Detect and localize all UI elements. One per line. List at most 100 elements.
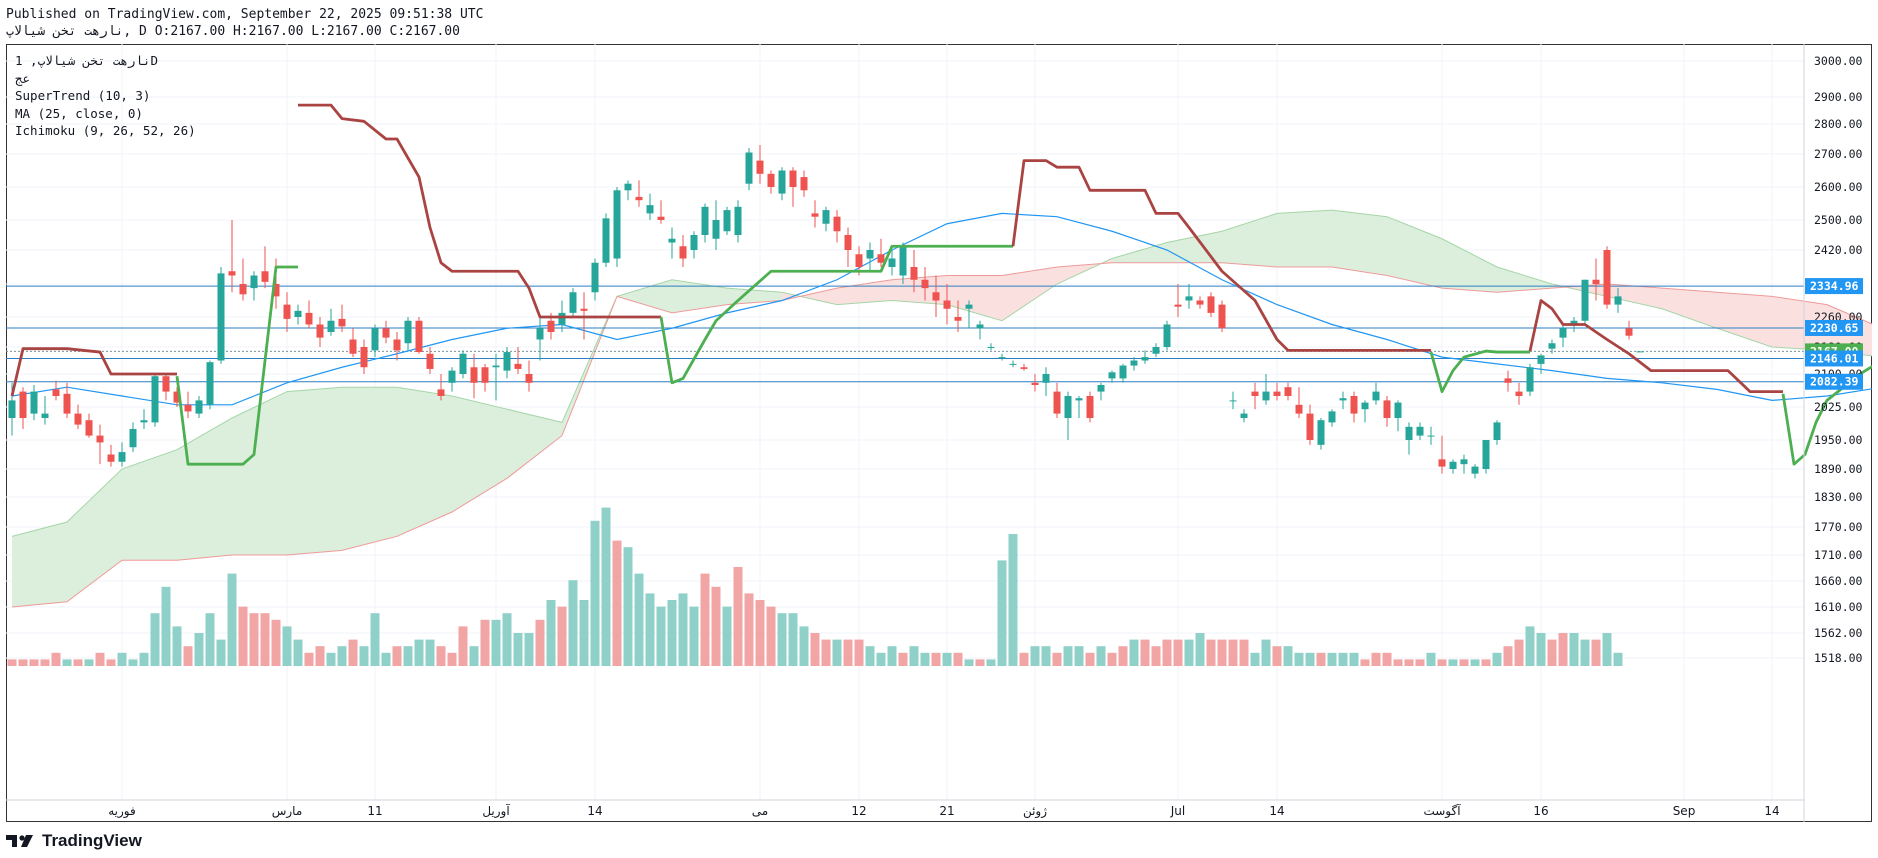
candle bbox=[349, 328, 357, 358]
volume-bar bbox=[1052, 652, 1062, 666]
price-level-tag bbox=[1805, 373, 1863, 390]
volume-bar bbox=[722, 606, 732, 666]
price-tick-label: 2600.00 bbox=[1814, 180, 1863, 194]
price-tick-label: 1610.00 bbox=[1814, 600, 1863, 614]
candle-body bbox=[536, 328, 544, 340]
legend-ichimoku[interactable]: Ichimoku (9, 26, 52, 26) bbox=[15, 123, 196, 138]
candle-body bbox=[492, 365, 500, 368]
volume-bar bbox=[766, 606, 776, 666]
candle-body bbox=[1471, 466, 1479, 474]
candle-body bbox=[448, 370, 456, 383]
candle bbox=[756, 145, 764, 184]
candle bbox=[1295, 387, 1303, 418]
candle bbox=[1174, 284, 1182, 317]
candle-body bbox=[1108, 372, 1116, 379]
cloud-segment bbox=[1387, 216, 1442, 289]
candle bbox=[448, 367, 456, 392]
volume-bar bbox=[1569, 633, 1579, 666]
candle bbox=[283, 292, 291, 332]
candle bbox=[1636, 351, 1644, 353]
candle bbox=[437, 374, 445, 401]
candle-body bbox=[1174, 304, 1182, 307]
candle bbox=[877, 238, 885, 267]
candle bbox=[1064, 391, 1072, 440]
volume-bar bbox=[40, 659, 50, 666]
supertrend bbox=[10, 103, 1872, 466]
volume-bar bbox=[359, 646, 369, 666]
price-level-text: 2082.39 bbox=[1810, 375, 1859, 389]
candle bbox=[1328, 409, 1336, 427]
candle bbox=[943, 284, 951, 325]
candle bbox=[1262, 374, 1270, 405]
volume-bar bbox=[568, 580, 578, 666]
volume-bar bbox=[1008, 534, 1018, 666]
candle bbox=[250, 271, 258, 301]
candle bbox=[1273, 382, 1281, 401]
candle-body bbox=[503, 352, 511, 371]
volume-bar bbox=[1525, 626, 1535, 666]
legend-symbol[interactable]: نارهت تخن شیالاپ, 1D bbox=[15, 53, 158, 68]
candle bbox=[1614, 288, 1622, 313]
price-level-label: 2082.39 bbox=[1805, 373, 1863, 390]
candle-body bbox=[327, 320, 335, 332]
legend-ma[interactable]: MA (25, close, 0) bbox=[15, 105, 143, 121]
volume-bar bbox=[161, 586, 171, 666]
candle-body bbox=[855, 254, 863, 267]
candle-body bbox=[349, 339, 357, 354]
volume-bar bbox=[700, 573, 710, 666]
volume-bar bbox=[799, 626, 809, 666]
ichimoku-span-b bbox=[11, 262, 1872, 608]
candle-body bbox=[1548, 343, 1556, 349]
volume-bars bbox=[7, 507, 1623, 666]
candle bbox=[129, 422, 137, 453]
volume-bar bbox=[777, 613, 787, 666]
time-tick-label: آگوست bbox=[1423, 803, 1461, 819]
candle-body bbox=[1372, 391, 1380, 401]
volume-bar bbox=[1294, 652, 1304, 666]
candle bbox=[1603, 246, 1611, 309]
candle bbox=[1592, 258, 1600, 301]
time-tick-label: 12 bbox=[851, 804, 866, 818]
candle-body bbox=[140, 420, 148, 423]
price-chart[interactable]: 3000.00 2900.00 2800.00 2700.00 2600.00 2500.… bbox=[6, 44, 1872, 822]
candle-body bbox=[1130, 360, 1138, 366]
volume-bar bbox=[931, 652, 941, 666]
cloud-segment bbox=[1002, 267, 1057, 321]
time-tick-label: فوریه bbox=[108, 804, 136, 819]
candle-body bbox=[580, 308, 588, 311]
candle-body bbox=[1119, 365, 1127, 379]
candle-body bbox=[745, 152, 753, 184]
candle bbox=[338, 304, 346, 332]
price-level-text: 2146.01 bbox=[1810, 351, 1859, 365]
candle-body bbox=[151, 376, 159, 423]
volume-bar bbox=[1162, 639, 1172, 666]
candle bbox=[888, 250, 896, 276]
time-tick-label: آوریل bbox=[482, 803, 510, 819]
candle bbox=[1097, 382, 1105, 401]
supertrend-down-line bbox=[1528, 299, 1783, 394]
volume-bar bbox=[887, 646, 897, 666]
tradingview-brand[interactable]: TradingView bbox=[6, 829, 142, 853]
time-tick-label: 14 bbox=[587, 804, 602, 818]
candles bbox=[8, 145, 1644, 479]
candle bbox=[1306, 404, 1314, 445]
volume-bar bbox=[1349, 652, 1359, 666]
volume-bar bbox=[7, 659, 17, 666]
candle-body bbox=[437, 389, 445, 396]
candle bbox=[613, 187, 621, 267]
candle-body bbox=[1603, 250, 1611, 305]
candle bbox=[1240, 409, 1248, 423]
candle bbox=[1075, 396, 1083, 418]
supertrend-down-line bbox=[10, 347, 177, 397]
candle-body bbox=[74, 413, 82, 425]
volume-bar bbox=[117, 652, 127, 666]
volume-bar bbox=[469, 646, 479, 666]
candle-body bbox=[360, 347, 368, 368]
volume-bar bbox=[843, 639, 853, 666]
candle bbox=[30, 385, 38, 421]
legend-supertrend[interactable]: SuperTrend (10, 3) bbox=[15, 88, 151, 103]
volume-bar bbox=[920, 652, 930, 666]
candle bbox=[74, 404, 82, 429]
candle-body bbox=[1064, 396, 1072, 418]
volume-bar bbox=[1470, 659, 1480, 666]
